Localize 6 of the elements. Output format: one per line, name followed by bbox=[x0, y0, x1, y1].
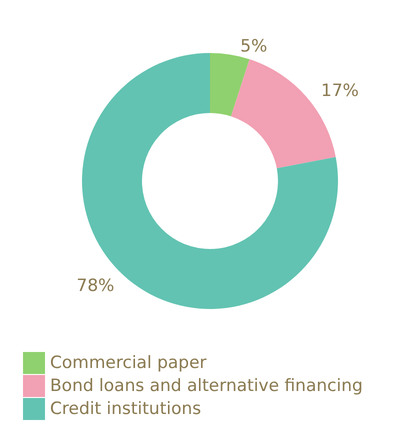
legend-label: Bond loans and alternative financing bbox=[50, 376, 363, 396]
legend-label: Commercial paper bbox=[50, 353, 207, 373]
data-label: 5% bbox=[240, 36, 268, 57]
legend-label: Credit institutions bbox=[50, 399, 202, 419]
data-label: 17% bbox=[321, 81, 359, 102]
data-label: 78% bbox=[76, 276, 114, 296]
